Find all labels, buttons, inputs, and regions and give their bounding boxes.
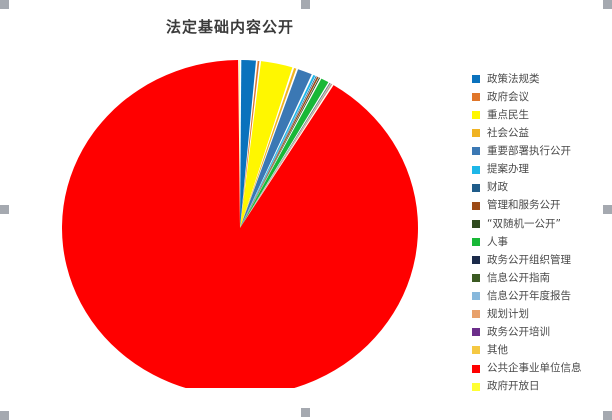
legend-swatch-icon xyxy=(472,165,480,174)
legend-item[interactable]: 社会公益 xyxy=(472,124,612,142)
pie-slice[interactable] xyxy=(62,60,418,388)
selection-handle-middle-right[interactable] xyxy=(603,205,612,214)
pie-slice[interactable] xyxy=(240,83,332,228)
pie-slice[interactable] xyxy=(240,83,332,229)
legend-swatch-icon xyxy=(472,75,480,84)
legend-item[interactable]: 政务公开组织管理 xyxy=(472,251,612,269)
legend-item-label: 政务公开培训 xyxy=(487,326,550,339)
legend-swatch-icon xyxy=(472,129,480,138)
legend-item[interactable]: 政府会议 xyxy=(472,88,612,106)
legend-item[interactable]: 公共企事业单位信息 xyxy=(472,360,612,378)
selection-handle-bottom-center[interactable] xyxy=(301,408,310,417)
legend-swatch-icon xyxy=(472,382,480,391)
legend-item[interactable]: 政务公开培训 xyxy=(472,323,612,341)
legend-swatch-icon xyxy=(472,219,480,228)
pie-slice[interactable] xyxy=(240,69,312,228)
selection-handle-bottom-right[interactable] xyxy=(603,411,612,420)
pie-plot-area xyxy=(62,48,422,388)
legend-swatch-icon xyxy=(472,93,480,102)
pie-slice[interactable] xyxy=(240,76,317,228)
legend-item[interactable]: “双随机一公开” xyxy=(472,215,612,233)
selection-handle-top-right[interactable] xyxy=(603,0,612,9)
chart-title: 法定基础内容公开 xyxy=(165,18,294,36)
legend-item-label: 重要部署执行公开 xyxy=(487,145,571,158)
legend-item[interactable]: 重要部署执行公开 xyxy=(472,142,612,160)
legend-swatch-icon xyxy=(472,346,480,355)
pie-slice[interactable] xyxy=(240,60,260,228)
pie-slice[interactable] xyxy=(240,83,331,228)
pie-slice[interactable] xyxy=(240,83,331,228)
legend-item-label: 提案办理 xyxy=(487,163,529,176)
legend-swatch-icon xyxy=(472,255,480,264)
pie-slice[interactable] xyxy=(240,76,319,228)
legend-item[interactable]: 信息公开年度报告 xyxy=(472,287,612,305)
pie-svg xyxy=(62,59,418,388)
pie-slice[interactable] xyxy=(240,82,330,228)
legend-item[interactable]: 人事 xyxy=(472,233,612,251)
legend-item-label: 规划计划 xyxy=(487,308,529,321)
legend-item[interactable]: 提案办理 xyxy=(472,160,612,178)
legend-item-label: 其他 xyxy=(487,344,508,357)
legend-item-label: 公共企事业单位信息 xyxy=(487,362,582,375)
pie-slice[interactable] xyxy=(240,67,297,228)
pie-slice[interactable] xyxy=(240,74,316,228)
chart-legend: 政策法规类政府会议重点民生社会公益重要部署执行公开 提案办理财政管理和服务公开 “双… xyxy=(472,70,612,396)
pie-slice[interactable] xyxy=(240,78,329,228)
legend-item[interactable]: 政府开放日 xyxy=(472,378,612,396)
legend-item-label: 财政 xyxy=(487,181,508,194)
legend-item[interactable]: 管理和服务公开 xyxy=(472,197,612,215)
selection-handle-bottom-left[interactable] xyxy=(0,411,9,420)
legend-swatch-icon xyxy=(472,292,480,301)
legend-item-label: 信息公开指南 xyxy=(487,271,550,284)
legend-item[interactable]: 财政 xyxy=(472,179,612,197)
legend-swatch-icon xyxy=(472,237,480,246)
legend-item-label: 社会公益 xyxy=(487,127,529,140)
legend-item[interactable]: 政策法规类 xyxy=(472,70,612,88)
selection-handle-top-center[interactable] xyxy=(301,0,310,9)
legend-item-label: 政府会议 xyxy=(487,90,529,103)
legend-item[interactable]: 信息公开指南 xyxy=(472,269,612,287)
legend-swatch-icon xyxy=(472,183,480,192)
legend-swatch-icon xyxy=(472,111,480,120)
selection-handle-middle-left[interactable] xyxy=(0,205,9,214)
legend-item-label: 政策法规类 xyxy=(487,72,540,85)
legend-swatch-icon xyxy=(472,310,480,319)
legend-swatch-icon xyxy=(472,328,480,337)
legend-item-label: “双随机一公开” xyxy=(487,217,561,230)
legend-item-label: 政务公开组织管理 xyxy=(487,253,571,266)
legend-item[interactable]: 其他 xyxy=(472,341,612,359)
legend-item-label: 管理和服务公开 xyxy=(487,199,561,212)
selection-handle-top-left[interactable] xyxy=(0,0,9,9)
legend-item[interactable]: 规划计划 xyxy=(472,305,612,323)
legend-item-label: 重点民生 xyxy=(487,108,529,121)
pie-slice[interactable] xyxy=(240,61,293,229)
pie-slice[interactable] xyxy=(240,77,321,228)
pie-slice[interactable] xyxy=(240,84,333,228)
legend-swatch-icon xyxy=(472,147,480,156)
legend-item-label: 政府开放日 xyxy=(487,380,540,393)
legend-item[interactable]: 重点民生 xyxy=(472,106,612,124)
legend-swatch-icon xyxy=(472,364,480,373)
legend-swatch-icon xyxy=(472,274,480,283)
legend-swatch-icon xyxy=(472,201,480,210)
legend-item-label: 信息公开年度报告 xyxy=(487,289,571,302)
pie-slice[interactable] xyxy=(240,60,256,228)
legend-item-label: 人事 xyxy=(487,235,508,248)
